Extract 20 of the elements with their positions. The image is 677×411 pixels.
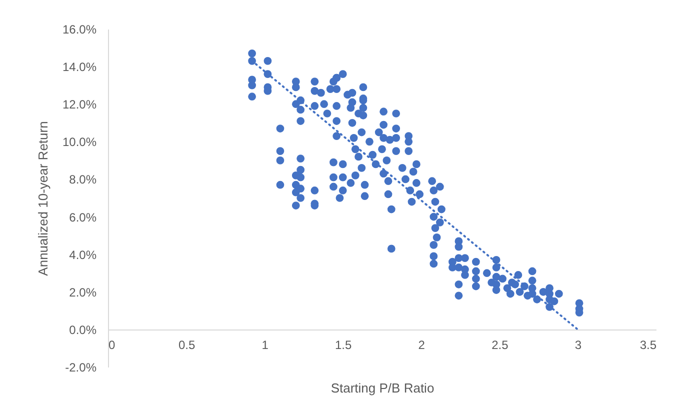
x-axis-title: Starting P/B Ratio bbox=[330, 380, 434, 396]
x-tick-label: 1.5 bbox=[335, 338, 352, 352]
y-axis-title: Annualized 10-year Return bbox=[35, 121, 50, 276]
y-tick-label: 0.0% bbox=[69, 322, 97, 337]
x-tick-label: 2.5 bbox=[492, 338, 509, 352]
y-tick-label: 4.0% bbox=[69, 248, 97, 262]
y-tick-label: -2.0% bbox=[65, 360, 97, 374]
x-tick-label: 0.5 bbox=[178, 338, 196, 352]
y-tick-label: 10.0% bbox=[62, 135, 97, 150]
x-tick-label: 2 bbox=[418, 338, 426, 352]
x-tick-label: 1 bbox=[262, 338, 269, 352]
x-tick-label: 0 bbox=[108, 338, 116, 352]
y-tick-label: 14.0% bbox=[62, 60, 97, 74]
y-tick-label: 6.0% bbox=[69, 210, 97, 224]
y-tick-label: 8.0% bbox=[69, 172, 97, 187]
x-tick-label: 3 bbox=[574, 338, 582, 352]
x-tick-label: 3.5 bbox=[640, 338, 657, 352]
y-tick-label: 2.0% bbox=[69, 285, 97, 300]
y-tick-label: 16.0% bbox=[62, 22, 97, 36]
y-tick-label: 12.0% bbox=[62, 98, 97, 112]
